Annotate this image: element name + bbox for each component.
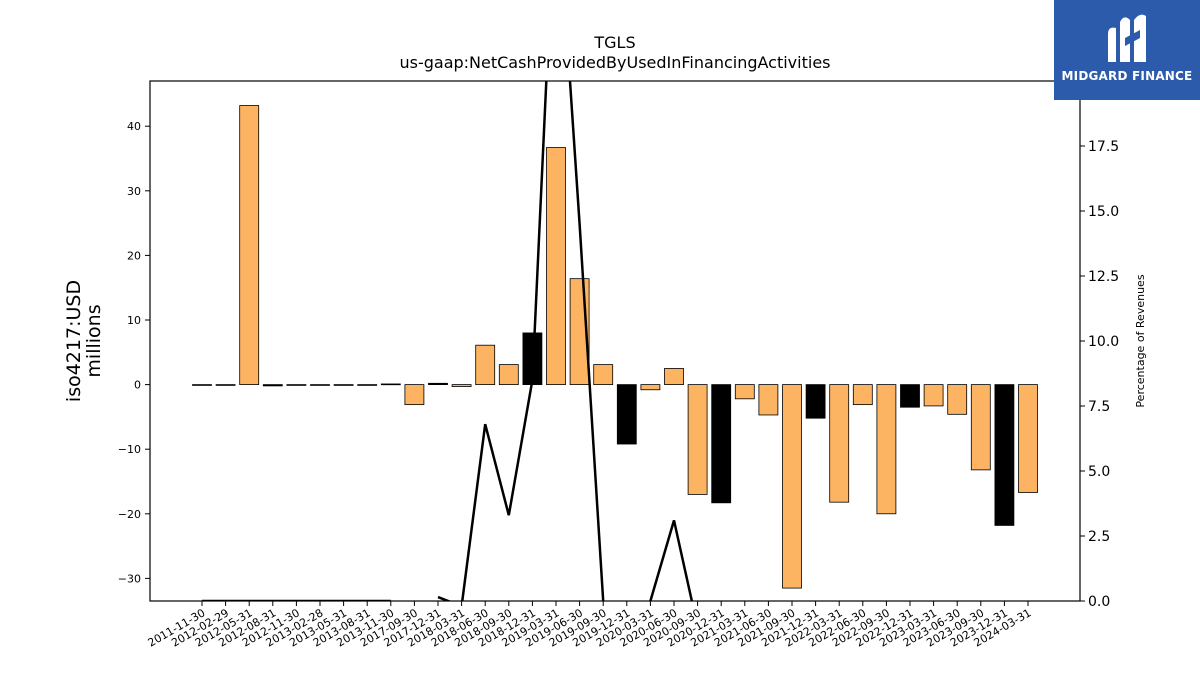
bar-2013-11-30: [380, 383, 401, 386]
bar-2021-12-31: [805, 384, 826, 419]
bar-2021-03-31: [734, 384, 755, 400]
y-tick-label: 0: [134, 379, 141, 392]
y-tick-label: 30: [127, 185, 141, 198]
bar-2012-08-31: [262, 384, 283, 387]
bar-2012-05-31: [239, 105, 260, 386]
bar-2018-09-30: [498, 364, 519, 386]
bar-2017-09-30: [404, 384, 425, 406]
bar-2019-12-31: [616, 384, 637, 445]
bar-2013-05-31: [333, 384, 354, 386]
bar-2020-06-30: [664, 368, 684, 386]
y-tick-label: −30: [118, 572, 141, 585]
y-tick-label: 20: [127, 249, 141, 262]
y-axis-left: −30 −20 −10 0 10 20 30 40: [118, 120, 150, 585]
y-tick-label: −20: [118, 508, 141, 521]
line-layer: [202, 81, 694, 601]
bar-2020-03-31: [640, 384, 661, 391]
plot-frame: [149, 80, 1081, 602]
bar-2021-06-30: [758, 384, 779, 416]
percentage-line-segment: [437, 81, 694, 601]
x-axis: 2011-11-302012-02-292012-05-312012-08-31…: [146, 601, 1034, 650]
y-axis-label: iso4217:USDmillions: [63, 280, 105, 402]
y-tick-label: 40: [127, 120, 141, 133]
y-tick-label: 10: [127, 314, 141, 327]
chart-title: TGLS: [593, 33, 635, 52]
y2-axis-label: Percentage of Revenues: [1134, 274, 1147, 407]
bar-2019-03-31: [546, 147, 566, 386]
bar-2012-11-30: [286, 384, 307, 386]
chart-subtitle: us-gaap:NetCashProvidedByUsedInFinancing…: [399, 53, 830, 72]
y2-tick-label: 12.5: [1088, 269, 1119, 285]
bar-2022-09-30: [876, 384, 897, 515]
bar-2017-12-31: [428, 382, 448, 386]
bar-2024-03-31: [1018, 384, 1038, 493]
bar-2013-08-31: [357, 384, 378, 386]
bar-2011-11-30: [192, 384, 212, 386]
y2-tick-label: 15.0: [1088, 204, 1119, 220]
brand-logo: MIDGARD FINANCE: [1054, 0, 1200, 100]
y-axis-right: 0.02.55.07.510.012.515.017.520.0: [1080, 74, 1119, 610]
bar-2013-02-28: [310, 384, 330, 386]
y2-tick-label: 0.0: [1088, 594, 1110, 610]
bar-2023-09-30: [970, 384, 991, 471]
bar-2023-03-31: [923, 384, 944, 407]
bar-2021-09-30: [782, 384, 802, 589]
bar-2018-06-30: [475, 344, 496, 386]
bar-2023-12-31: [994, 384, 1015, 526]
bar-2019-09-30: [593, 364, 614, 386]
bar-2023-06-30: [947, 384, 968, 415]
midgard-logo-icon: [1108, 14, 1146, 63]
y2-tick-label: 5.0: [1088, 464, 1110, 480]
bars-layer: [192, 105, 1038, 589]
bar-2018-03-31: [451, 384, 472, 387]
y2-tick-label: 10.0: [1088, 334, 1119, 350]
y2-tick-label: 2.5: [1088, 529, 1110, 545]
bar-2022-12-31: [900, 384, 920, 408]
y2-tick-label: 7.5: [1088, 399, 1110, 415]
bar-2020-09-30: [687, 384, 708, 495]
brand-name: MIDGARD FINANCE: [1061, 69, 1193, 83]
y2-tick-label: 17.5: [1088, 139, 1119, 155]
bar-2022-03-31: [829, 384, 850, 503]
bar-2012-02-29: [215, 384, 236, 386]
bar-2022-06-30: [852, 384, 873, 406]
bar-2020-12-31: [711, 384, 732, 504]
y-tick-label: −10: [118, 443, 141, 456]
